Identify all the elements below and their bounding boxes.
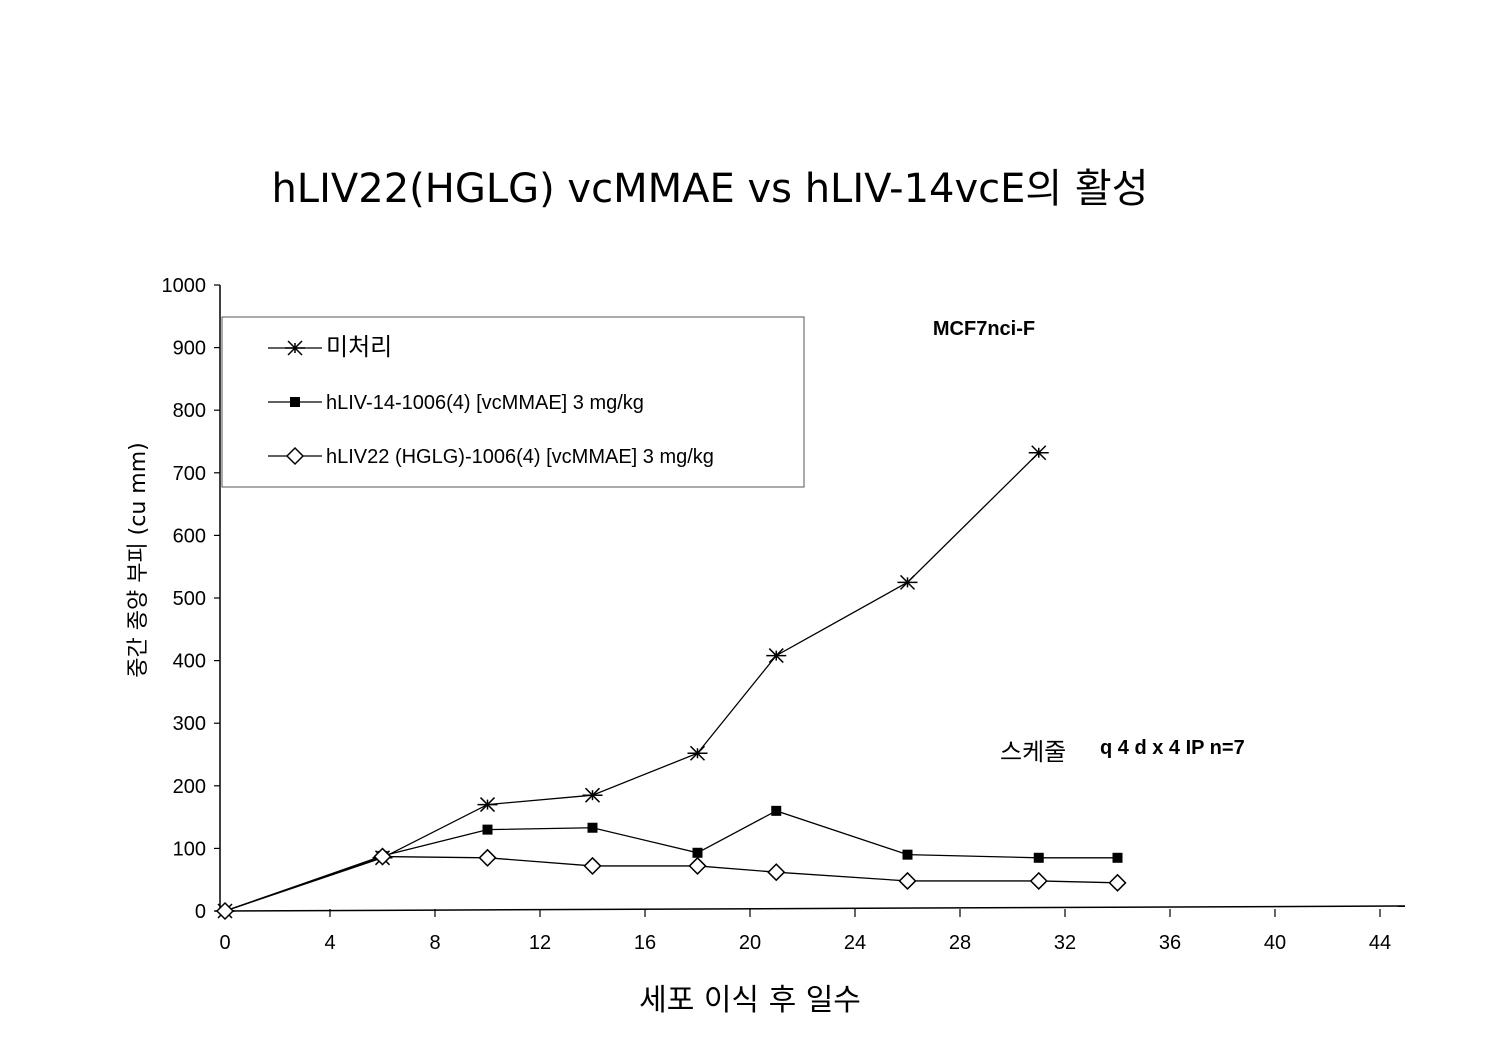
y-tick-label: 1000 [162, 275, 207, 297]
model-annotation: MCF7nci-F [933, 318, 1035, 340]
schedule-label: 스케줄 [1000, 738, 1066, 766]
data-point-asterisk [687, 745, 708, 761]
data-point-diamond [1029, 871, 1048, 891]
x-tick-label: 44 [1369, 932, 1391, 954]
data-point-square [1033, 852, 1044, 863]
data-point-diamond [688, 856, 707, 875]
data-point-square [587, 822, 598, 833]
data-point-diamond [478, 848, 497, 867]
data-point-diamond [1108, 873, 1127, 892]
x-tick-label: 36 [1159, 932, 1181, 954]
y-tick-label: 300 [173, 713, 206, 735]
data-point-square [902, 849, 913, 860]
data-point-square [290, 397, 300, 407]
y-tick-label: 500 [173, 588, 206, 610]
x-tick-label: 0 [219, 932, 230, 954]
y-tick-label: 100 [173, 838, 206, 860]
data-point-diamond [285, 446, 305, 466]
data-point-diamond [215, 901, 235, 921]
series-group [215, 445, 1127, 921]
data-point-asterisk [477, 797, 498, 813]
y-tick-label: 700 [173, 463, 206, 485]
legend-label: hLIV22 (HGLG)-1006(4) [vcMMAE] 3 mg/kg [326, 446, 714, 468]
data-point-diamond [898, 871, 917, 891]
y-ticks: 0 100 200 300 400 500 600 700 800 900 1000 [162, 275, 220, 923]
data-point-diamond [583, 856, 602, 875]
data-point-square [482, 824, 493, 835]
data-point-asterisk [897, 574, 918, 590]
data-point-asterisk [285, 340, 305, 356]
x-tick-label: 40 [1264, 932, 1286, 954]
legend-item: 미처리 [268, 333, 392, 361]
data-point-asterisk [1028, 445, 1049, 461]
y-tick-label: 900 [173, 338, 206, 360]
legend-items: 미처리 hLIV-14-1006(4) [vcMMAE] 3 mg/kg hLIV2… [268, 333, 714, 468]
data-point-diamond [767, 863, 786, 882]
x-tick-label: 16 [634, 932, 656, 954]
axes: 0 100 200 300 400 500 600 700 800 900 1000 0 4 8 12 16… [162, 275, 1406, 954]
legend-item: hLIV22 (HGLG)-1006(4) [vcMMAE] 3 mg/kg [268, 446, 714, 468]
data-point-square [692, 847, 703, 858]
x-tick-label: 32 [1054, 932, 1076, 954]
data-point-asterisk [766, 648, 787, 664]
y-axis-title: 중간 종양 부피 (cu mm) [126, 442, 151, 677]
schedule-value: q 4 d x 4 IP n=7 [1100, 737, 1245, 759]
data-point-square [771, 805, 782, 816]
y-tick-label: 0 [195, 901, 206, 923]
x-tick-label: 12 [529, 932, 551, 954]
chart-title: hLIV22(HGLG) vcMMAE vs hLIV-14vcE의 활성 [271, 166, 1148, 212]
series-line [224, 810, 1118, 912]
x-axis-line [219, 905, 1406, 912]
legend-label: 미처리 [326, 333, 392, 361]
legend-item: hLIV-14-1006(4) [vcMMAE] 3 mg/kg [268, 392, 644, 414]
x-tick-label: 24 [844, 932, 866, 954]
y-tick-label: 800 [173, 400, 206, 422]
y-tick-label: 600 [173, 525, 206, 547]
series-asterisk [215, 445, 1049, 919]
legend: 미처리 hLIV-14-1006(4) [vcMMAE] 3 mg/kg hLIV2… [221, 316, 805, 488]
y-tick-label: 200 [173, 776, 206, 798]
x-tick-label: 4 [324, 932, 335, 954]
series-diamond [215, 847, 1127, 921]
data-point-square [1112, 852, 1123, 863]
y-tick-label: 400 [173, 651, 206, 673]
x-tick-label: 20 [739, 932, 761, 954]
x-tick-label: 28 [949, 932, 971, 954]
series-line [224, 452, 1040, 912]
x-tick-label: 8 [429, 932, 440, 954]
x-axis-title: 세포 이식 후 일수 [639, 983, 861, 1018]
series-line [224, 855, 1118, 912]
data-point-asterisk [582, 787, 603, 803]
legend-label: hLIV-14-1006(4) [vcMMAE] 3 mg/kg [326, 392, 644, 414]
series-square [220, 805, 1123, 916]
x-ticks: 0 4 8 12 16 20 24 28 32 36 40 44 [219, 909, 1391, 954]
data-point-diamond [373, 847, 392, 866]
